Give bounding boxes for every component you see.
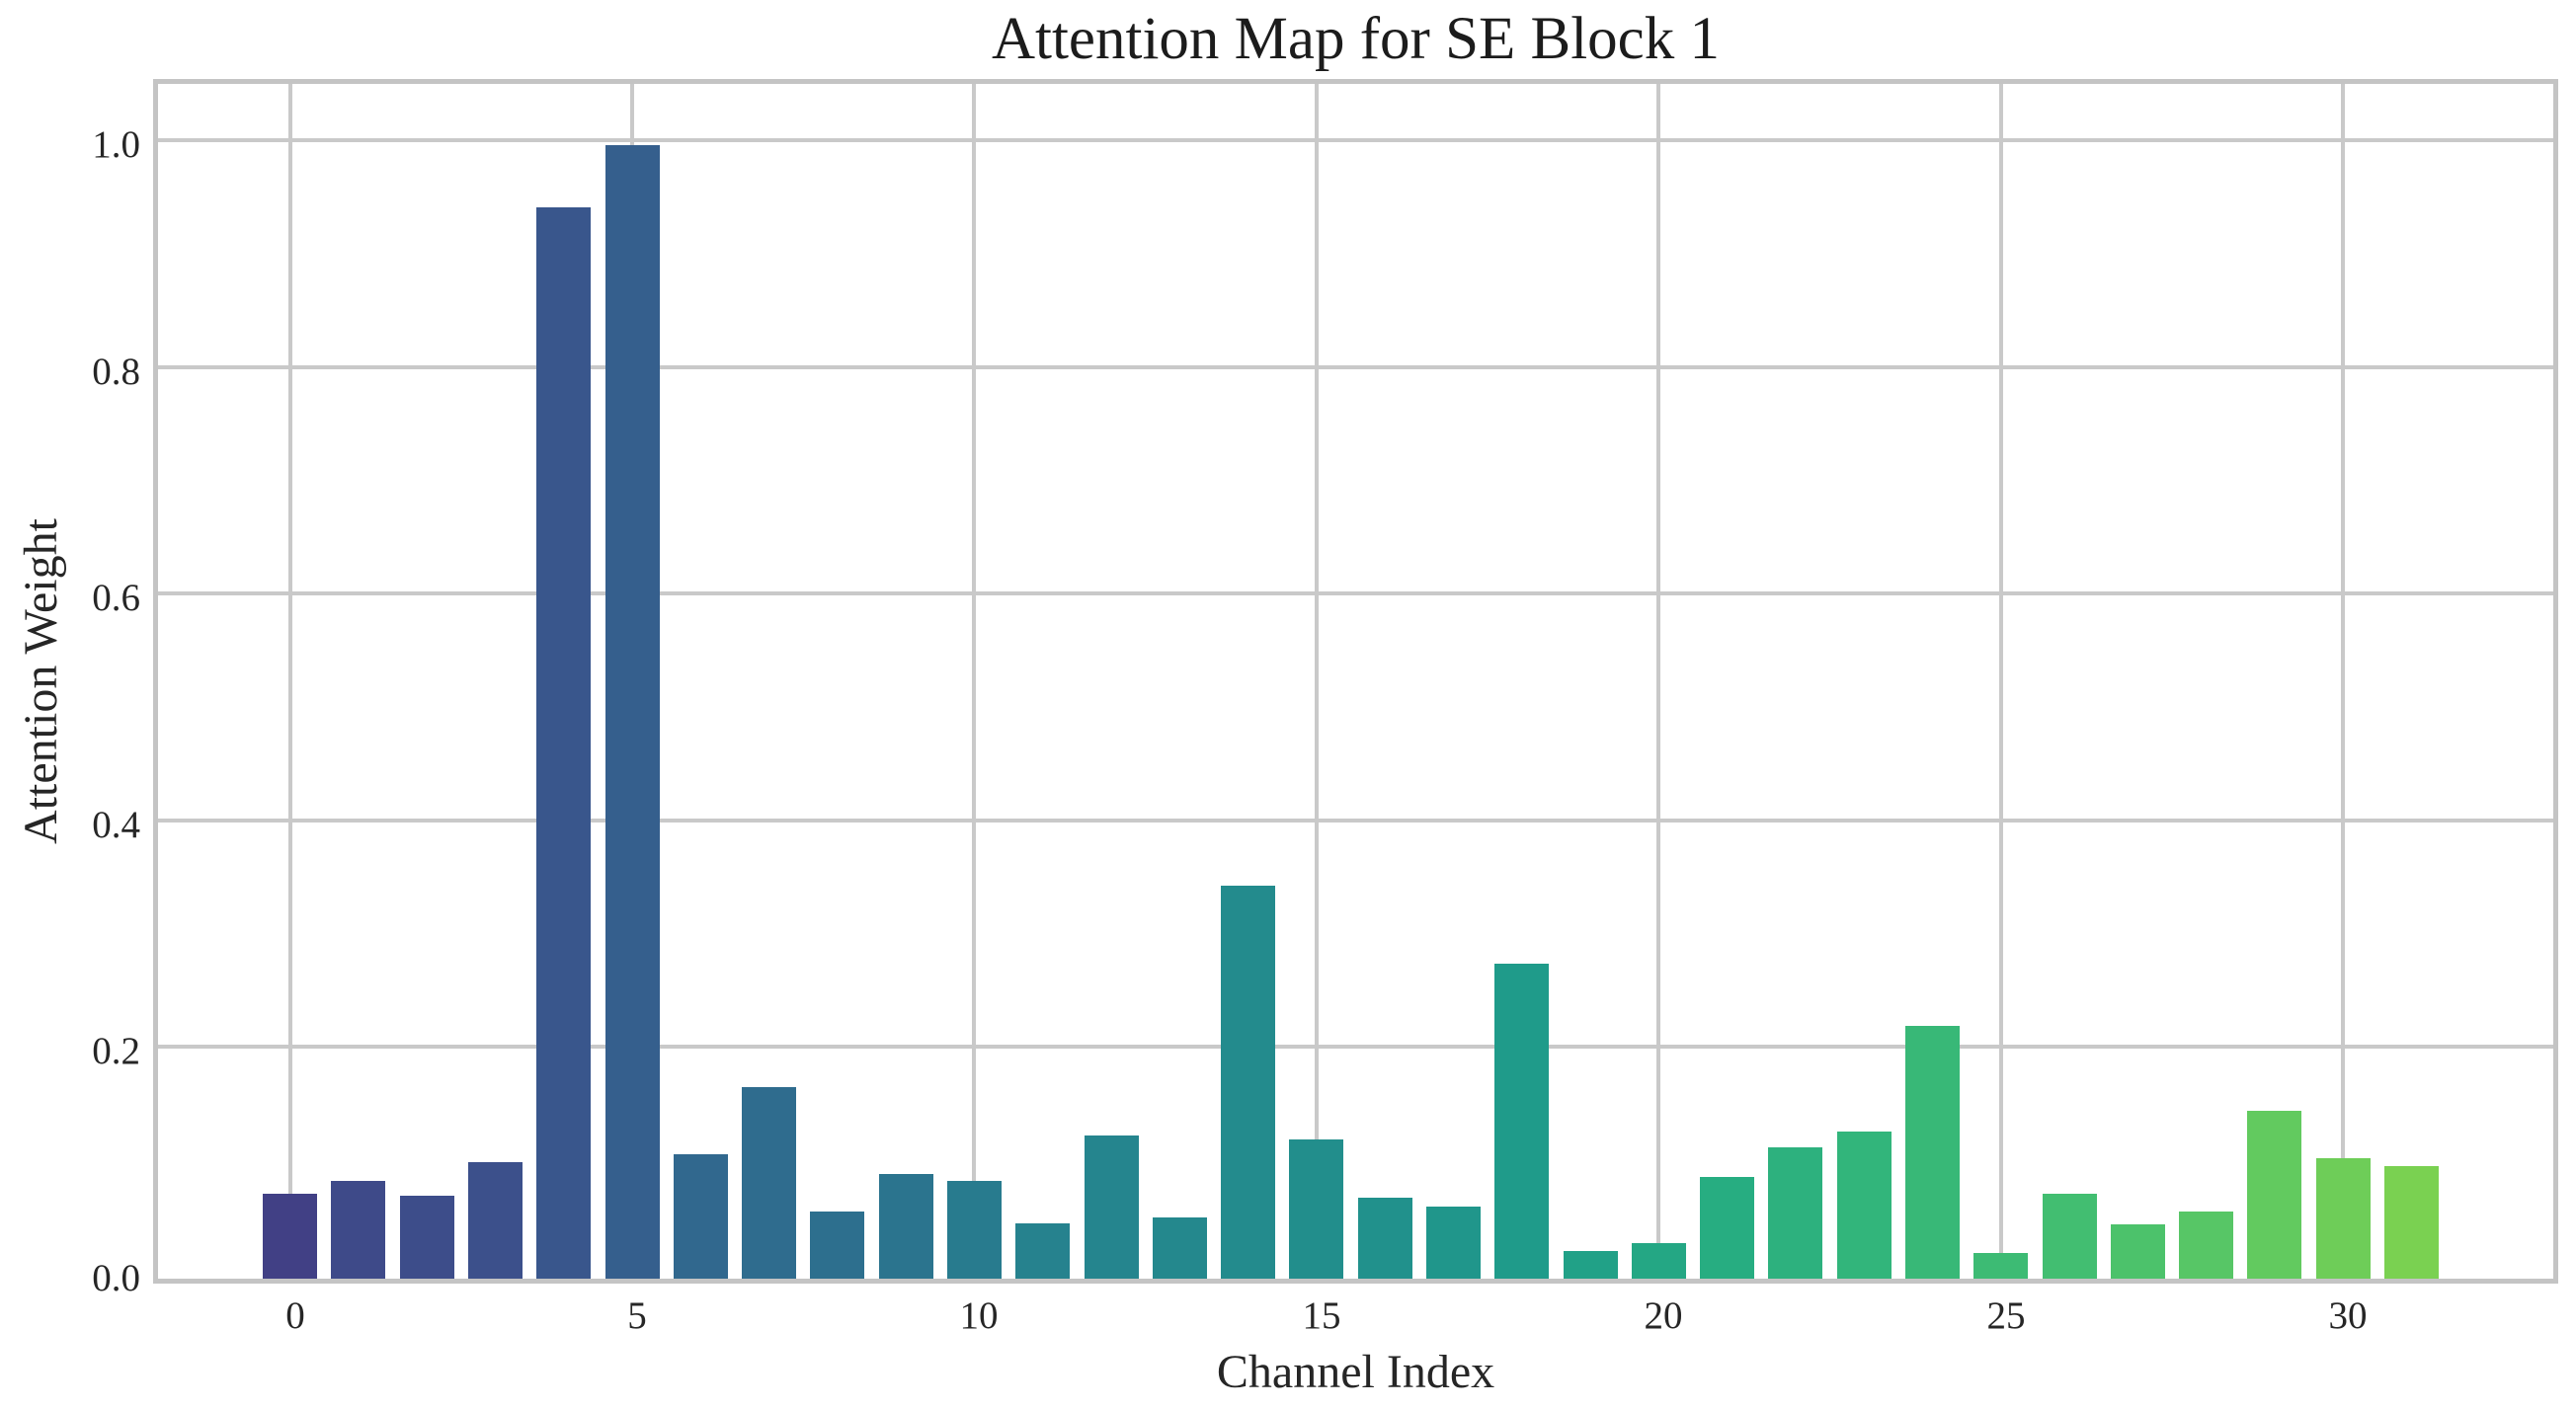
x-tick-5: 5 bbox=[627, 1294, 647, 1337]
h-gridline-0.6 bbox=[158, 591, 2553, 595]
x-tick-0: 0 bbox=[285, 1294, 305, 1337]
bar-channel-26 bbox=[2043, 1194, 2097, 1279]
bar-channel-14 bbox=[1221, 886, 1275, 1279]
bar-channel-21 bbox=[1700, 1177, 1754, 1279]
v-gridline-0 bbox=[288, 84, 292, 1279]
bar-channel-25 bbox=[1973, 1253, 2028, 1279]
x-tick-25: 25 bbox=[1986, 1294, 2026, 1337]
h-gridline-1.0 bbox=[158, 138, 2553, 142]
bar-channel-3 bbox=[468, 1162, 523, 1279]
y-tick-0.6: 0.6 bbox=[92, 577, 140, 619]
y-tick-0.2: 0.2 bbox=[92, 1030, 140, 1072]
bar-channel-12 bbox=[1085, 1135, 1139, 1279]
v-gridline-25 bbox=[1999, 84, 2003, 1279]
bar-channel-15 bbox=[1289, 1139, 1343, 1279]
h-gridline-0.4 bbox=[158, 819, 2553, 822]
v-gridline-30 bbox=[2341, 84, 2345, 1279]
bar-channel-29 bbox=[2247, 1111, 2301, 1279]
y-tick-0.0: 0.0 bbox=[92, 1257, 140, 1299]
v-gridline-15 bbox=[1315, 84, 1319, 1279]
bar-channel-0 bbox=[263, 1194, 317, 1279]
y-axis-label: Attention Weight bbox=[15, 518, 67, 844]
bar-channel-11 bbox=[1015, 1223, 1070, 1279]
bar-channel-17 bbox=[1426, 1207, 1481, 1279]
chart-title: Attention Map for SE Block 1 bbox=[991, 6, 1720, 72]
bar-channel-22 bbox=[1768, 1147, 1822, 1279]
x-tick-10: 10 bbox=[959, 1294, 999, 1337]
v-gridline-10 bbox=[972, 84, 976, 1279]
h-gridline-0.2 bbox=[158, 1045, 2553, 1049]
x-axis-label: Channel Index bbox=[1216, 1346, 1495, 1398]
y-tick-1.0: 1.0 bbox=[92, 123, 140, 166]
bar-channel-18 bbox=[1494, 964, 1549, 1279]
y-tick-0.4: 0.4 bbox=[92, 804, 140, 846]
plot-area bbox=[153, 79, 2558, 1284]
x-tick-15: 15 bbox=[1302, 1294, 1341, 1337]
bar-channel-4 bbox=[536, 207, 591, 1279]
bar-channel-24 bbox=[1905, 1026, 1960, 1279]
bar-channel-20 bbox=[1632, 1243, 1686, 1279]
v-gridline-20 bbox=[1656, 84, 1660, 1279]
bar-channel-8 bbox=[810, 1212, 864, 1279]
bar-channel-27 bbox=[2111, 1224, 2165, 1279]
bar-channel-13 bbox=[1153, 1217, 1207, 1279]
bar-channel-1 bbox=[331, 1181, 385, 1279]
bar-channel-28 bbox=[2179, 1212, 2233, 1279]
x-tick-20: 20 bbox=[1644, 1294, 1683, 1337]
bar-channel-23 bbox=[1837, 1132, 1892, 1279]
y-tick-0.8: 0.8 bbox=[92, 351, 140, 393]
bar-channel-16 bbox=[1358, 1198, 1412, 1279]
bar-channel-10 bbox=[947, 1181, 1002, 1279]
bar-channel-7 bbox=[742, 1087, 796, 1279]
bar-channel-5 bbox=[605, 145, 660, 1279]
x-tick-30: 30 bbox=[2328, 1294, 2368, 1337]
bar-channel-30 bbox=[2316, 1158, 2371, 1279]
bar-channel-9 bbox=[879, 1174, 933, 1279]
bar-channel-31 bbox=[2384, 1166, 2439, 1279]
bar-channel-6 bbox=[674, 1154, 728, 1279]
bar-channel-19 bbox=[1564, 1251, 1618, 1279]
h-gridline-0.8 bbox=[158, 365, 2553, 369]
bar-channel-2 bbox=[400, 1196, 454, 1279]
